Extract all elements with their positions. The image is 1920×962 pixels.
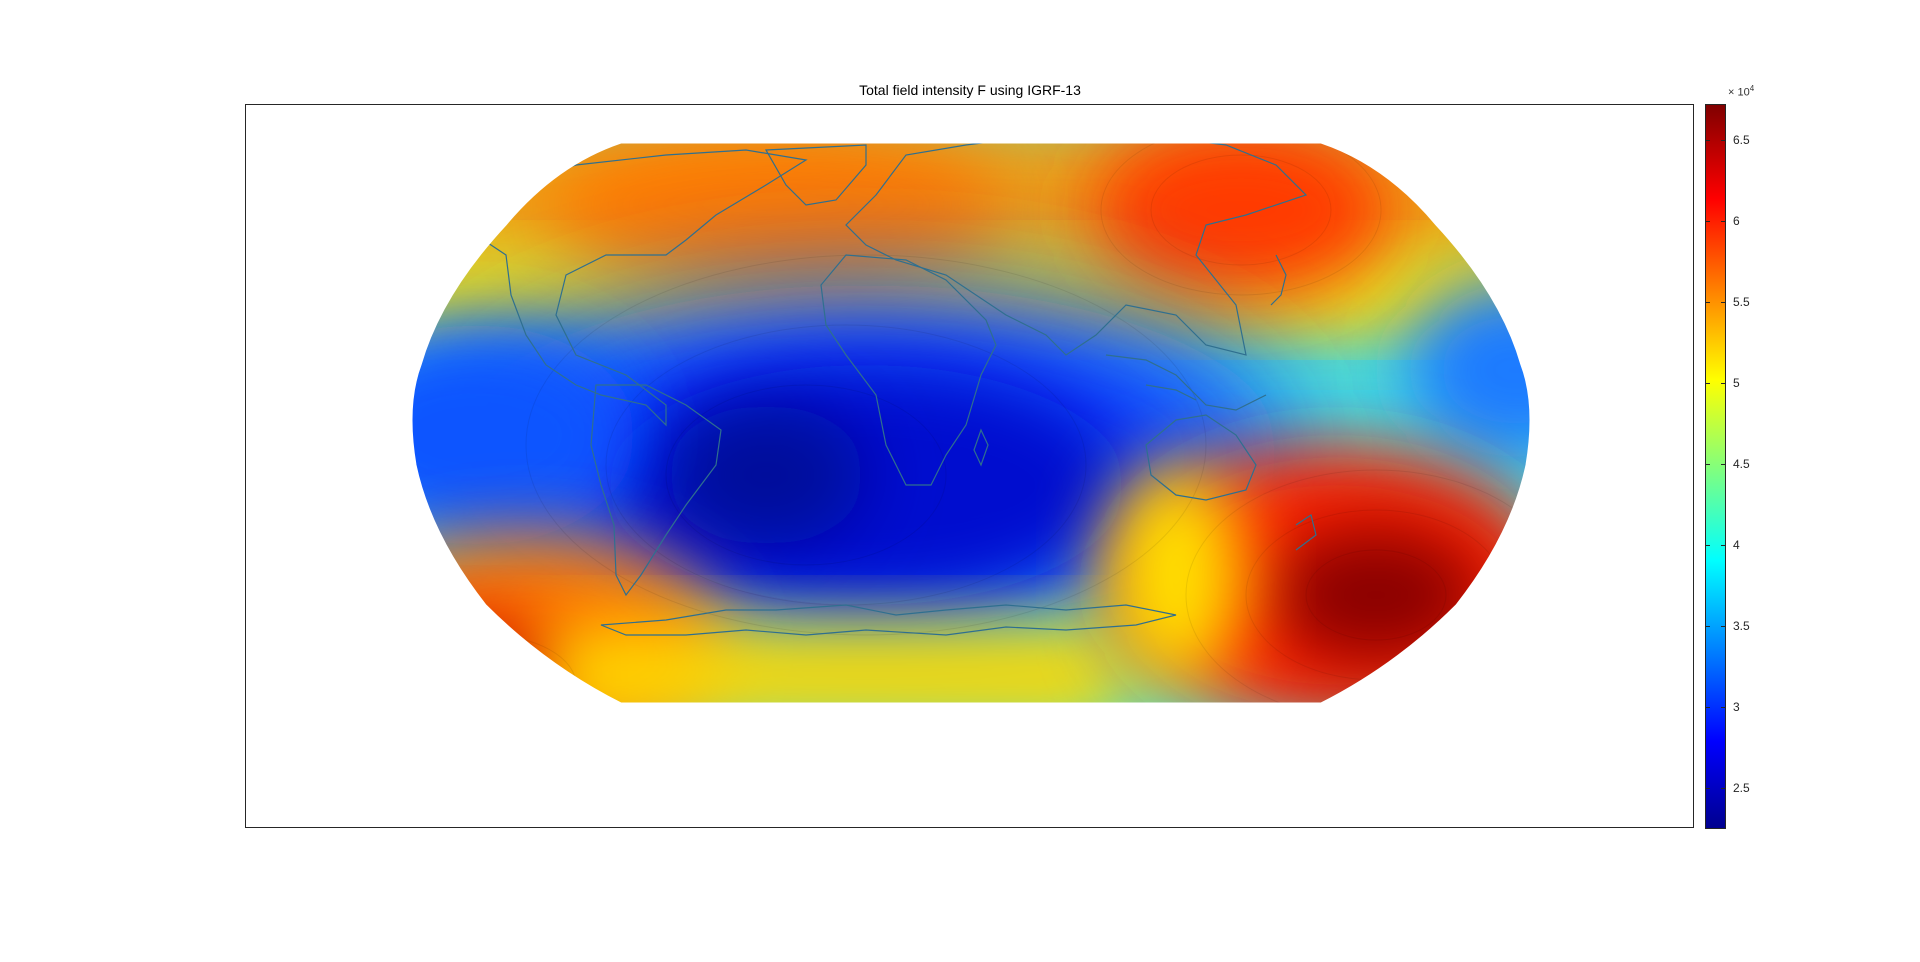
map-canvas <box>411 142 1531 704</box>
colorbar-tick-mark <box>1721 139 1726 141</box>
coastlines <box>460 143 1317 636</box>
colorbar-tick-label: 5 <box>1733 375 1740 390</box>
colorbar-tick-mark <box>1721 545 1726 547</box>
colorbar-tick-mark <box>1705 626 1710 628</box>
colorbar-tick-label: 3.5 <box>1733 619 1750 634</box>
field-surface <box>412 143 1530 703</box>
colorbar-tick-mark <box>1721 626 1726 628</box>
colorbar-gradient <box>1706 105 1725 828</box>
colorbar-tick-mark <box>1705 139 1710 141</box>
colorbar-tick-mark <box>1705 301 1710 303</box>
colorbar-tick-mark <box>1705 220 1710 222</box>
colorbar-tick-mark <box>1721 788 1726 790</box>
contour-lines <box>412 143 1530 703</box>
colorbar-tick-mark <box>1705 788 1710 790</box>
colorbar-tick-mark <box>1705 464 1710 466</box>
colorbar-tick-label: 5.5 <box>1733 294 1750 309</box>
colorbar-tick-mark <box>1721 382 1726 384</box>
chart-title: Total field intensity F using IGRF-13 <box>859 82 1081 98</box>
colorbar-tick-mark <box>1705 382 1710 384</box>
colorbar-tick-label: 6 <box>1733 213 1740 228</box>
colorbar-tick-label: 2.5 <box>1733 781 1750 796</box>
map-axes <box>245 104 1694 828</box>
colorbar-multiplier: × 104 <box>1728 84 1755 99</box>
colorbar-tick-label: 4 <box>1733 538 1740 553</box>
colorbar-tick-label: 3 <box>1733 700 1740 715</box>
colorbar-tick-mark <box>1705 707 1710 709</box>
colorbar-tick-mark <box>1721 464 1726 466</box>
colorbar-tick-mark <box>1705 545 1710 547</box>
colorbar-tick-mark <box>1721 707 1726 709</box>
colorbar-tick-label: 4.5 <box>1733 457 1750 472</box>
colorbar-tick-mark <box>1721 301 1726 303</box>
colorbar <box>1705 104 1726 829</box>
colorbar-tick-label: 6.5 <box>1733 132 1750 147</box>
colorbar-tick-mark <box>1721 220 1726 222</box>
